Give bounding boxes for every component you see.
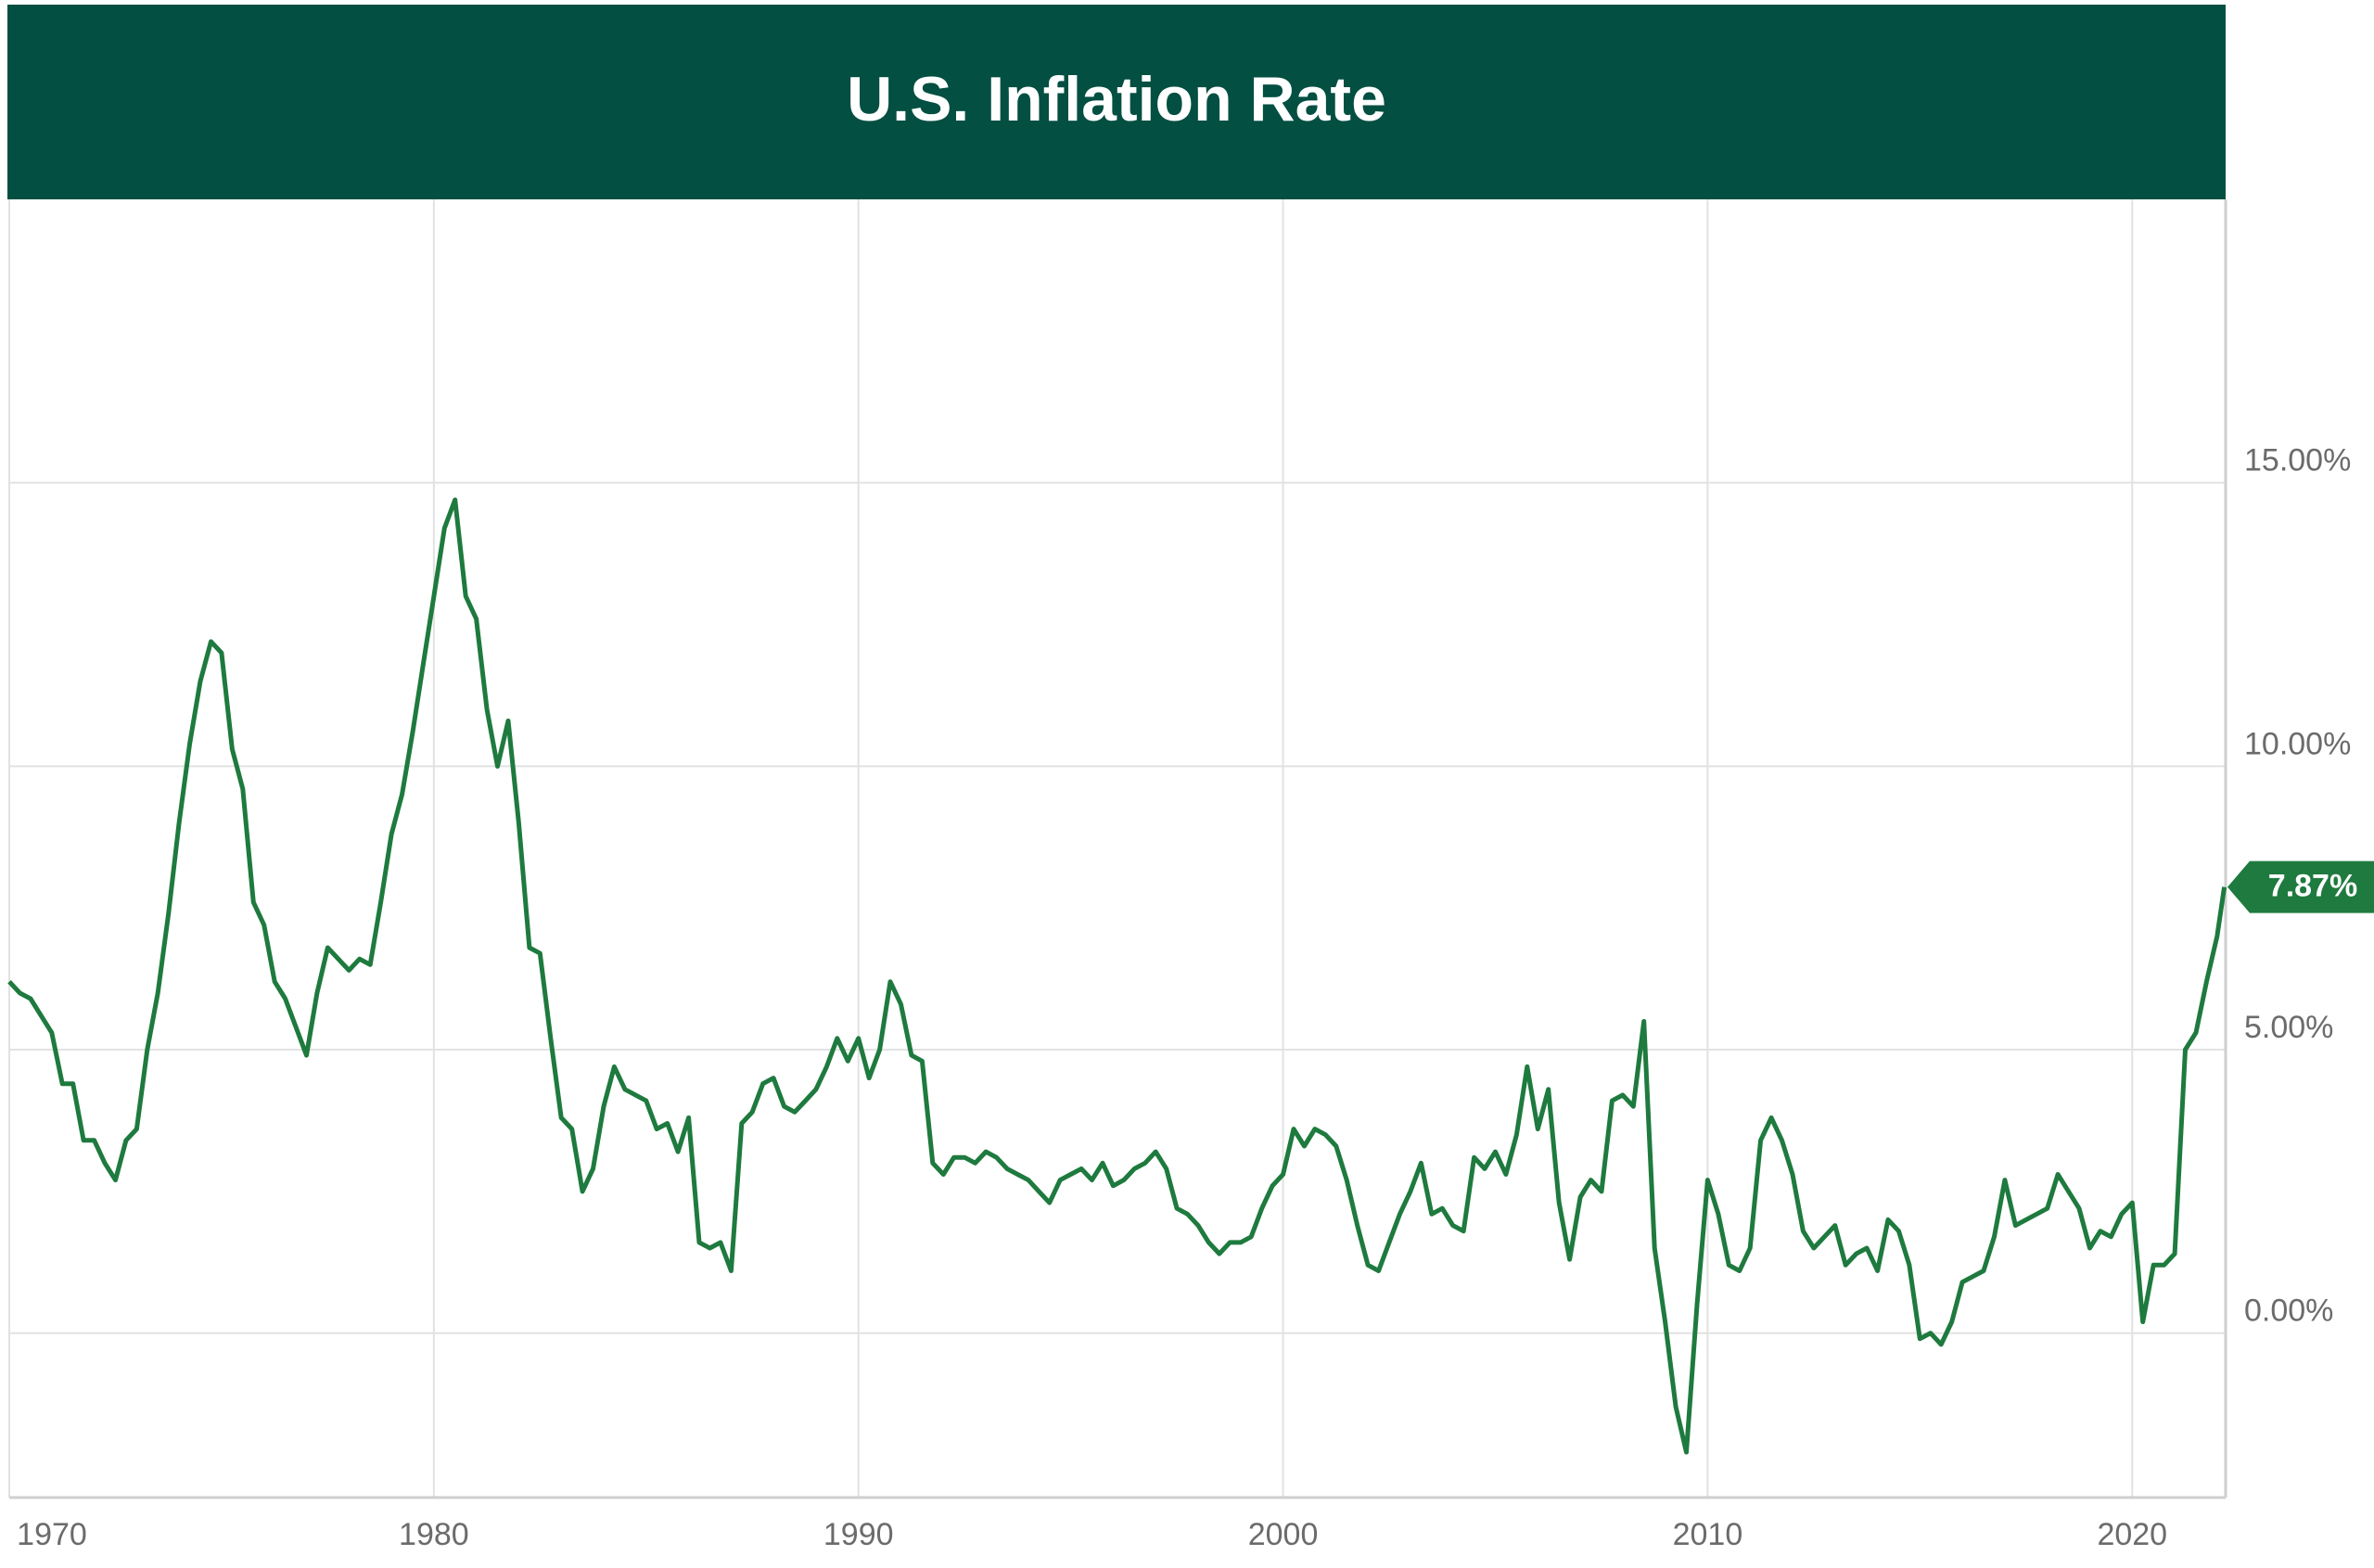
inflation-line [7,497,2227,1455]
y-tick-label: 0.00% [2244,1294,2333,1329]
x-tick-label: 1980 [399,1517,469,1552]
x-tick-label: 1970 [17,1517,87,1552]
y-tick-label: 10.00% [2244,726,2351,761]
x-tick-label: 2000 [1248,1517,1319,1552]
y-tick-label: 5.00% [2244,1010,2333,1045]
x-tick-label: 1990 [823,1517,894,1552]
chart-title: U.S. Inflation Rate [847,64,1386,134]
x-tick-label: 2020 [2097,1517,2167,1552]
last-value-label: 7.87% [2268,869,2357,904]
x-tick-label: 2010 [1673,1517,1743,1552]
y-tick-label: 15.00% [2244,443,2351,478]
last-value-badge [2227,860,2374,913]
header-bar [7,5,2226,199]
